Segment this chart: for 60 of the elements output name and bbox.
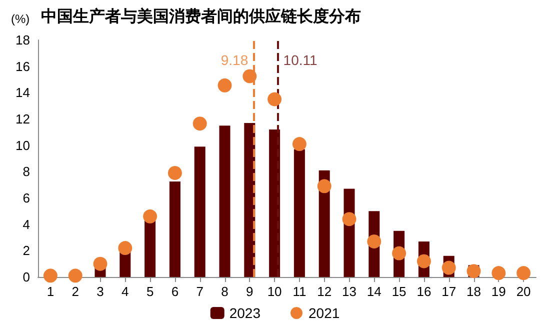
x-tick-label: 8 [221,284,228,299]
bar [194,146,206,277]
bar [144,220,156,277]
y-tick-label: 6 [22,190,30,206]
point [367,234,382,248]
y-tick-label: 16 [16,58,30,74]
x-tick-label: 2 [72,284,79,299]
y-tick-label: 0 [22,270,30,284]
y-tick-label: 2 [22,243,30,258]
y-tick-label: 10 [16,138,30,153]
y-axis-title: (%) [11,12,30,26]
point [342,212,356,226]
x-tick-label: 17 [442,284,456,299]
point [93,256,108,271]
point [218,78,232,92]
bar [169,182,180,277]
point [143,209,158,224]
point [242,69,257,84]
x-tick-label: 14 [366,284,382,299]
point [317,179,332,194]
point [268,92,282,106]
x-tick-label: 4 [122,284,129,299]
point [392,246,406,260]
point [516,266,531,280]
point [68,268,82,283]
x-tick-label: 15 [392,284,406,299]
x-tick-label: 19 [491,284,506,299]
legend-label: 2023 [229,305,261,321]
y-tick-label: 12 [16,112,30,126]
x-tick-label: 20 [516,284,531,299]
bar [219,126,230,277]
point [168,166,182,180]
y-tick-label: 8 [22,164,30,180]
legend-label: 2021 [308,305,340,321]
point [442,260,456,275]
x-tick-label: 11 [292,284,306,299]
point [192,116,207,131]
point [292,137,306,152]
ref-line-label: 10.11 [283,52,318,68]
ref-line-label: 9.18 [220,52,248,68]
x-tick-label: 10 [267,284,282,299]
y-tick-label: 4 [22,216,30,232]
x-tick-label: 1 [46,284,54,299]
x-tick-label: 18 [466,284,481,299]
bar [294,149,305,277]
x-tick-label: 16 [416,284,432,299]
y-tick-label: 14 [16,85,30,100]
x-tick-label: 9 [246,284,254,299]
chart-title: 中国生产者与美国消费者间的供应链长度分布 [41,6,361,26]
x-tick-label: 5 [146,284,154,299]
y-tick-label: 18 [16,32,30,48]
point [416,254,431,268]
x-tick-label: 6 [171,284,179,299]
point [118,241,132,256]
x-tick-label: 13 [342,284,356,299]
point [43,268,58,283]
x-tick-label: 3 [96,284,104,299]
x-tick-label: 12 [317,284,332,299]
x-tick-label: 7 [196,284,204,299]
point [492,266,506,280]
